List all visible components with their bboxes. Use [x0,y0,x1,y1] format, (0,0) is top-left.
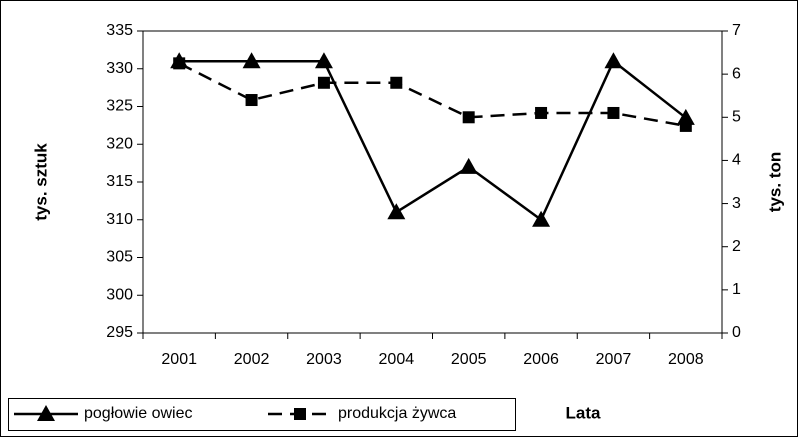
legend-box [8,398,516,431]
point [532,210,551,227]
y-tick-label: 295 [106,324,133,341]
point [242,52,261,69]
point [607,106,620,119]
y2-tick-label: 5 [732,109,741,126]
y2-tick-label: 1 [732,281,741,298]
x-tick-label: 2002 [234,351,270,368]
x-tick-label: 2005 [451,351,487,368]
x-tick-label: 2001 [161,351,197,368]
y-axis-title: tys. sztuk [31,143,50,221]
point [314,52,333,69]
y2-tick-label: 6 [732,65,741,82]
x-tick-label: 2003 [306,351,342,368]
x-tick-label: 2008 [668,351,704,368]
legend-label: pogłowie owiec [84,405,193,422]
y2-tick-label: 2 [732,238,741,255]
legend-marker [294,408,306,420]
x-tick-label: 2004 [379,351,415,368]
point [679,119,692,132]
y2-tick-label: 4 [732,152,741,169]
y-tick-label: 315 [106,173,133,190]
y-tick-label: 325 [106,98,133,115]
y-tick-label: 305 [106,249,133,266]
series-line [178,62,687,128]
y2-tick-label: 3 [732,195,741,212]
point [462,111,475,124]
point [245,94,258,107]
y-tick-label: 335 [106,22,133,39]
y-tick-label: 320 [106,135,133,152]
x-tick-label: 2006 [523,351,559,368]
y2-axis-title: tys. ton [765,152,784,212]
plot-area [142,30,723,334]
y-tick-label: 310 [106,211,133,228]
point [604,52,623,69]
series-line [179,59,687,222]
legend-label: produkcja żywca [338,405,456,422]
point [459,157,478,174]
y2-tick-label: 0 [732,324,741,341]
x-tick-label: 2007 [596,351,632,368]
y2-tick-label: 7 [732,22,741,39]
point [317,76,330,89]
x-axis-title: Lata [566,403,602,422]
point [173,57,186,70]
legend-marker [37,405,55,421]
point [387,203,406,220]
point [390,76,403,89]
y-tick-label: 330 [106,60,133,77]
point [535,106,548,119]
y-tick-label: 300 [106,286,133,303]
